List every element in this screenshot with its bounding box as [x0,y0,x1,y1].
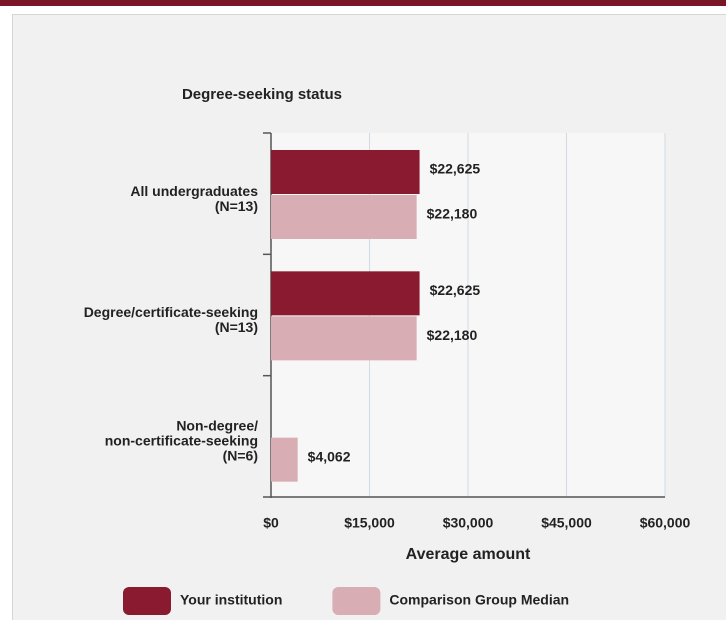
x-tick-label: $15,000 [344,515,395,531]
bar [271,195,417,239]
x-tick-label: $0 [263,515,279,531]
bar [271,150,420,194]
category-label: Degree/certificate-seeking (N=13) [83,304,258,335]
legend-label: Your institution [180,592,282,608]
legend-swatch [332,587,381,615]
value-label: $22,625 [430,161,481,177]
x-tick-label: $45,000 [541,515,592,531]
chart-title: Degree-seeking status [182,86,342,103]
category-label: Non-degree/ non-certificate-seeking (N=6… [104,417,258,464]
category-label: All undergraduates (N=13) [130,182,258,214]
value-label: $22,625 [430,282,481,298]
value-label: $22,180 [427,327,478,343]
value-label: $22,180 [427,206,478,222]
top-bar [0,0,726,6]
x-tick-label: $30,000 [443,515,494,531]
bar [271,271,420,316]
bar [271,437,298,482]
value-label: $4,062 [308,448,351,464]
legend-label: Comparison Group Median [389,592,569,608]
legend-swatch [123,587,171,615]
x-axis-label: Average amount [406,546,531,563]
x-tick-label: $60,000 [640,515,691,531]
bar [271,316,417,361]
